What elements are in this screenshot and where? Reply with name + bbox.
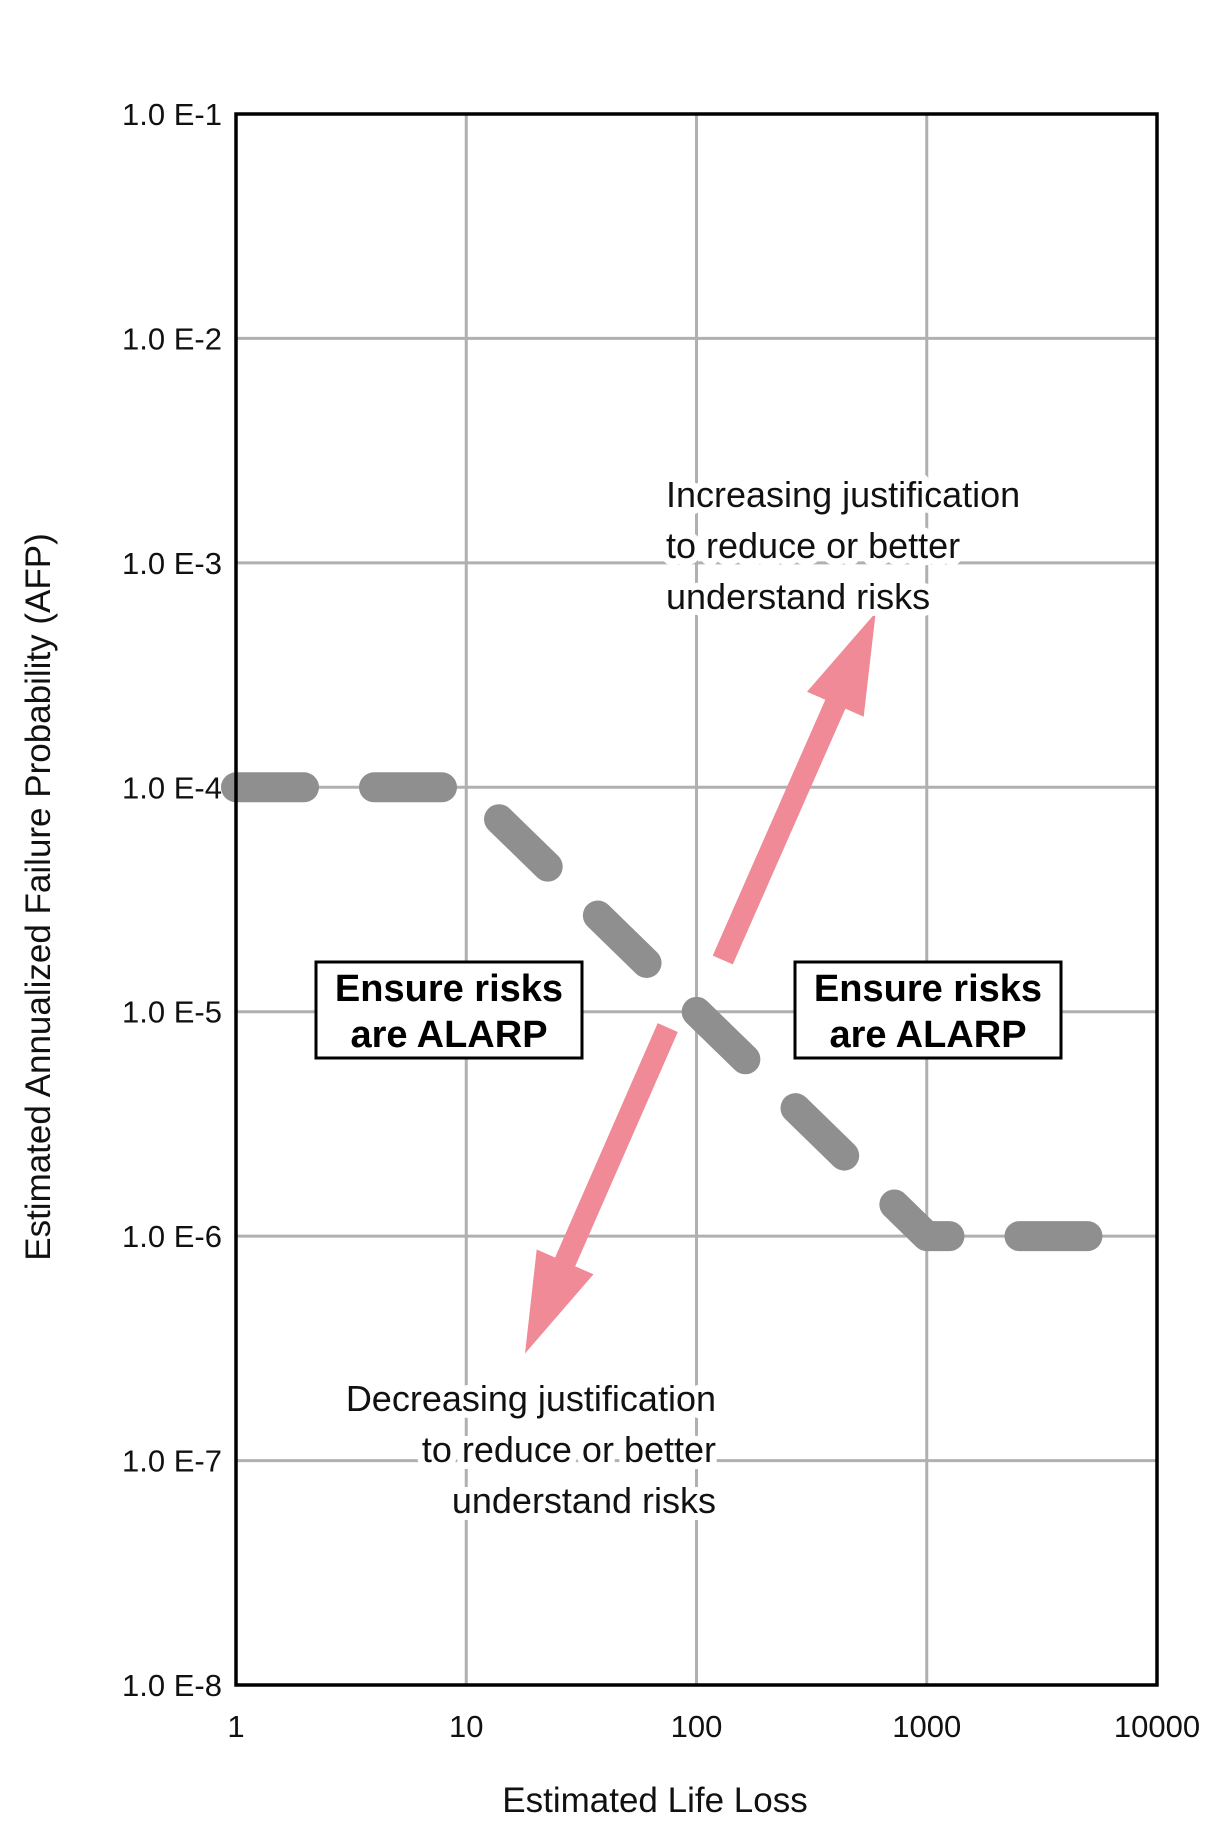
- x-tick-labels: 1 10 100 1000 10000: [227, 1709, 1200, 1744]
- alarp-box-text: are ALARP: [829, 1014, 1026, 1056]
- alarp-box-left: [314, 960, 584, 1060]
- y-tick-label: 1.0 E-6: [122, 1219, 222, 1254]
- x-tick-label: 1000: [892, 1709, 961, 1744]
- alarp-box-text: Ensure risks: [335, 968, 563, 1010]
- y-tick-label: 1.0 E-4: [122, 770, 222, 805]
- x-axis-label: Estimated Life Loss: [502, 1781, 807, 1820]
- alarp-box-text: are ALARP: [350, 1014, 547, 1056]
- y-tick-label: 1.0 E-8: [122, 1668, 222, 1703]
- increasing-justification-text: understand risks: [666, 576, 930, 617]
- y-axis-label: Estimated Annualized Failure Probability…: [19, 533, 58, 1261]
- y-tick-label: 1.0 E-7: [122, 1444, 222, 1479]
- y-tick-label: 1.0 E-1: [122, 97, 222, 132]
- increasing-justification-text: Increasing justification: [666, 474, 1020, 515]
- decreasing-justification-text: understand risks: [452, 1480, 716, 1521]
- y-tick-label: 1.0 E-2: [122, 321, 222, 356]
- increasing-arrow: [712, 612, 876, 965]
- decreasing-arrow: [525, 1023, 678, 1354]
- annotations-layer: Increasing justification to reduce or bet…: [339, 467, 1027, 1528]
- y-tick-label: 1.0 E-3: [122, 546, 222, 581]
- plot-frame: [234, 112, 1159, 1687]
- x-tick-label: 1: [227, 1709, 244, 1744]
- x-tick-label: 10: [449, 1709, 483, 1744]
- y-tick-labels: 1.0 E-1 1.0 E-2 1.0 E-3 1.0 E-4 1.0 E-5 1.0 E…: [122, 97, 222, 1703]
- increasing-justification-text: to reduce or better: [666, 525, 960, 566]
- alarp-box-text: Ensure risks: [814, 968, 1042, 1010]
- arrows-layer: [525, 612, 876, 1354]
- decreasing-justification-text: Decreasing justification: [346, 1378, 716, 1419]
- series-layer: [221, 772, 1172, 1252]
- risk-threshold-line: [221, 772, 1172, 1252]
- decreasing-justification-text: to reduce or better: [422, 1429, 716, 1470]
- y-tick-label: 1.0 E-5: [122, 995, 222, 1030]
- x-tick-label: 10000: [1114, 1709, 1200, 1744]
- x-tick-label: 100: [671, 1709, 723, 1744]
- alarp-box-right: [793, 960, 1063, 1060]
